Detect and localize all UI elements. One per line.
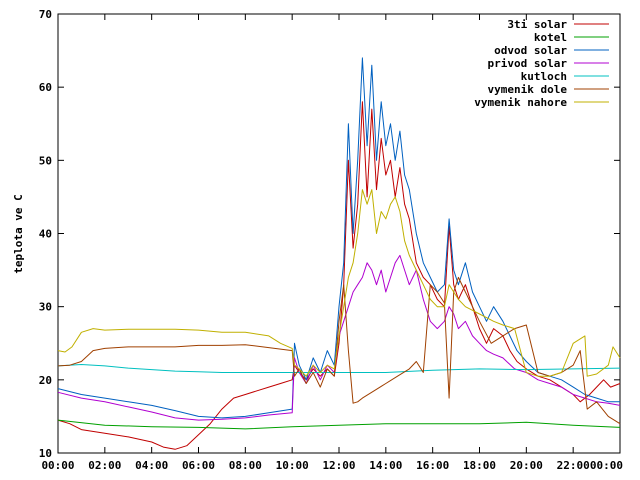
- x-tick-label: 18:00: [463, 459, 496, 472]
- series-line-5: [57, 276, 621, 425]
- y-tick-label: 70: [39, 8, 52, 21]
- series-line-4: [57, 364, 621, 373]
- series-line-3: [57, 254, 621, 421]
- x-tick-label: 12:00: [322, 459, 355, 472]
- x-tick-label: 22:00: [557, 459, 590, 472]
- x-tick-label: 08:00: [229, 459, 262, 472]
- y-tick-label: 40: [39, 228, 52, 241]
- axis-ticks: [57, 13, 621, 454]
- x-tick-label: 16:00: [416, 459, 449, 472]
- x-tick-label: 00:00: [590, 459, 623, 472]
- x-tick-label: 04:00: [135, 459, 168, 472]
- y-tick-label: 10: [39, 447, 52, 460]
- legend-label: kutloch: [521, 70, 567, 83]
- series-line-1: [57, 419, 621, 430]
- y-tick-label: 20: [39, 374, 52, 387]
- series-line-2: [57, 57, 620, 419]
- legend-label: vymenik nahore: [474, 96, 567, 109]
- legend-label: kotel: [534, 31, 567, 44]
- legend-label: privod solar: [488, 57, 568, 70]
- x-tick-labels: 00:00 02:00 04:00 06:00 08:00 10:00 12:00 14:00…: [41, 459, 623, 472]
- x-tick-label: 00:00: [41, 459, 74, 472]
- x-tick-label: 14:00: [369, 459, 402, 472]
- x-tick-label: 20:00: [510, 459, 543, 472]
- y-axis-label: teplota ve C: [12, 194, 25, 273]
- legend-label: odvod solar: [494, 44, 567, 57]
- x-tick-label: 06:00: [182, 459, 215, 472]
- series-line-6: [57, 189, 621, 377]
- y-tick-label: 60: [39, 81, 52, 94]
- series-lines: [57, 57, 621, 450]
- y-tick-label: 30: [39, 301, 52, 314]
- legend-label: vymenik dole: [488, 83, 568, 96]
- legend-label: 3ti solar: [507, 18, 567, 31]
- x-tick-label: 02:00: [88, 459, 121, 472]
- series-line-0: [57, 101, 621, 450]
- x-tick-label: 10:00: [276, 459, 309, 472]
- y-tick-labels: 10 20 30 40 50 60 70: [39, 8, 52, 460]
- y-tick-label: 50: [39, 154, 52, 167]
